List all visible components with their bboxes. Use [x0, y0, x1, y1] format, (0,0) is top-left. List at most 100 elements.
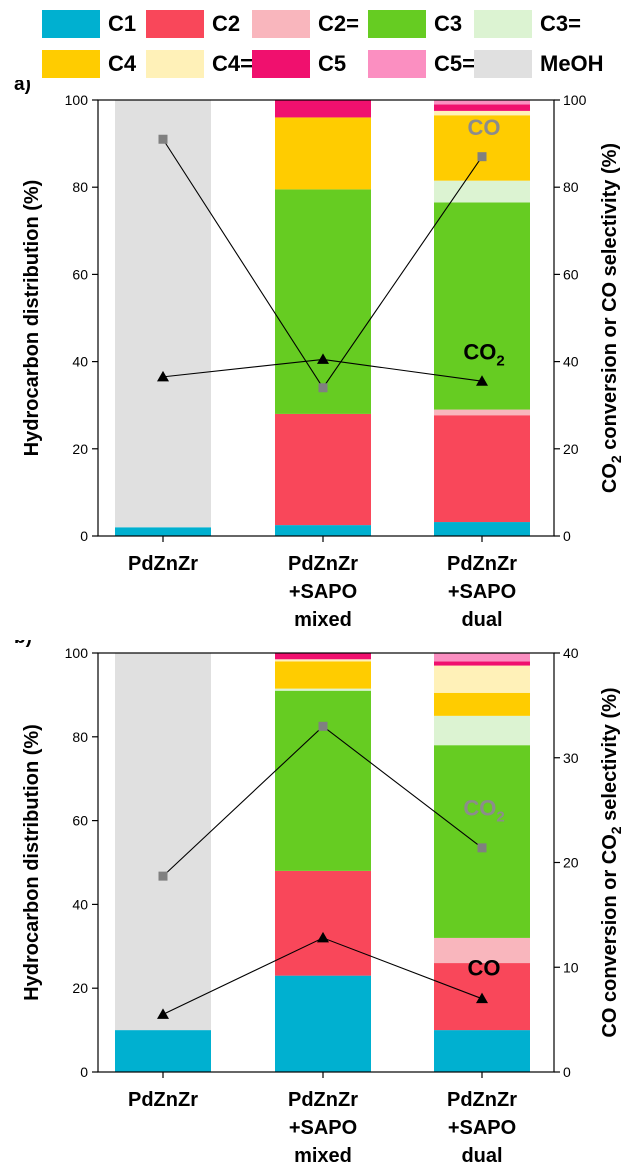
panel-b-xtick-label-2-line-1: PdZnZr	[288, 1089, 358, 1111]
panel-b-xtick-label-2-line-3: mixed	[294, 1145, 352, 1167]
panel-b-label: b)	[14, 640, 32, 648]
panel-b-bar-2-c1	[275, 975, 371, 1072]
panel-a-annotation-co: CO	[468, 115, 501, 140]
legend-swatch-c3	[368, 10, 426, 38]
panel-a-ytick-label-left-2: 40	[72, 354, 88, 370]
legend-item-c5-eq: C5=	[368, 50, 475, 78]
panel-b-bar-1-meoh	[115, 653, 211, 1031]
panel-b-xtick-label-3-line-2: +SAPO	[448, 1117, 516, 1139]
legend-swatch-c5	[252, 50, 310, 78]
panel-b-bar-3-c1	[434, 1030, 530, 1072]
panel-a-xtick-label-1-line-1: PdZnZr	[128, 553, 198, 575]
legend-item-c1: C1	[42, 10, 136, 38]
panel-b-point-co-2	[317, 931, 329, 943]
panel-a-ytick-label-left-5: 100	[65, 92, 89, 108]
panel-b-ytick-label-left-4: 80	[72, 729, 88, 745]
panel-a-xtick-label-3-line-3: dual	[461, 609, 502, 631]
panel-a-annotation-co2: CO2	[463, 339, 504, 369]
panel-a-ylabel-left: Hydrocarbon distribution (%)	[21, 180, 43, 457]
legend-swatch-c2	[146, 10, 204, 38]
legend-label-c5: C5	[318, 51, 347, 76]
panel-b-ytick-label-right-3: 30	[563, 750, 579, 766]
panel-a-bar-1-c1	[115, 527, 211, 536]
panel-b-ylabel-left: Hydrocarbon distribution (%)	[21, 724, 43, 1001]
panel-a-xtick-label-2-line-3: mixed	[294, 609, 352, 631]
panel-b-point-co-3	[476, 992, 488, 1004]
legend-swatch-c3-eq	[474, 10, 532, 38]
legend-item-c2: C2	[146, 10, 240, 38]
panel-a-bar-1-meoh	[115, 100, 211, 528]
panel-a-ytick-label-left-4: 80	[72, 179, 88, 195]
legend-label-c4-eq: C4=	[212, 51, 253, 76]
panel-b-bar-3-c3	[434, 745, 530, 938]
panel-b-bar-3-c4-eq	[434, 665, 530, 693]
panel-a-chart: a) 0 20 40 60 80 100 0 20 40 60 80 100 PdZnZr PdZnZr +S…	[14, 80, 624, 631]
legend-item-c4: C4	[42, 50, 136, 78]
panel-a-bar-2-c1	[275, 525, 371, 536]
panel-b-chart: b) 0 20 40 60 80 100 0 10 20 30 40 PdZnZr PdZnZr +SAPO…	[14, 640, 624, 1167]
panel-b-bar-3-c4	[434, 692, 530, 716]
panel-b-bar-2-c3-eq	[275, 688, 371, 691]
panel-b-ytick-label-right-0: 0	[563, 1064, 571, 1080]
panel-a-bar-3-c5-eq	[434, 100, 530, 105]
legend-label-c1: C1	[108, 11, 137, 36]
panel-a-ytick-label-right-3: 60	[563, 266, 579, 282]
legend-label-c2-eq: C2=	[318, 11, 359, 36]
panel-a-bar-2-c2	[275, 413, 371, 526]
legend-label-c4: C4	[108, 51, 137, 76]
legend-item-c3-eq: C3=	[474, 10, 581, 38]
panel-a-ytick-label-right-1: 20	[563, 441, 579, 457]
panel-a-ytick-label-left-1: 20	[72, 441, 88, 457]
legend-swatch-c4-eq	[146, 50, 204, 78]
panel-b-point-co2-1	[158, 871, 168, 881]
panel-b-bar-3-c5	[434, 661, 530, 666]
legend-label-c3-eq: C3=	[540, 11, 581, 36]
legend-item-c2-eq: C2=	[252, 10, 359, 38]
legend-label-c5-eq: C5=	[434, 51, 475, 76]
panel-a-bar-3-c4	[434, 115, 530, 181]
panel-a-bar-3-c5	[434, 104, 530, 111]
panel-b-xtick-label-3-line-3: dual	[461, 1145, 502, 1167]
panel-a-label: a)	[14, 80, 31, 95]
panel-a-ytick-label-right-4: 80	[563, 179, 579, 195]
panel-a-point-co2-3	[476, 375, 488, 386]
legend-swatch-c2-eq	[252, 10, 310, 38]
panel-a-xtick-label-2-line-1: PdZnZr	[288, 553, 358, 575]
panel-a-ytick-label-left-3: 60	[72, 266, 88, 282]
panel-b-point-co-1	[157, 1008, 169, 1019]
panel-b-xtick-label-2-line-2: +SAPO	[289, 1117, 357, 1139]
panel-b-ytick-label-left-2: 40	[72, 896, 88, 912]
panel-a-bar-3-c3-eq	[434, 180, 530, 203]
legend-swatch-c4	[42, 50, 100, 78]
legend-label-c3: C3	[434, 11, 463, 36]
panel-b-ylabel-right: CO conversion or CO2 selectivity (%)	[599, 687, 624, 1037]
panel-b-bar-3-c3-eq	[434, 715, 530, 746]
panel-b-bar-2-c4-eq	[275, 659, 371, 662]
panel-a-point-co-2	[318, 383, 328, 393]
panel-a-bar-2-c4	[275, 117, 371, 190]
panel-b-ytick-label-left-3: 60	[72, 813, 88, 829]
panel-a-bar-3-c1	[434, 522, 530, 536]
panel-a-bar-3-c2-eq	[434, 409, 530, 416]
panel-b-ytick-label-left-5: 100	[65, 645, 89, 661]
panel-a-ytick-label-right-0: 0	[563, 528, 571, 544]
panel-a-bar-2-c3	[275, 189, 371, 414]
panel-b-ytick-label-right-4: 40	[563, 645, 579, 661]
legend-item-meoh: MeOH	[474, 50, 604, 78]
legend-label-meoh: MeOH	[540, 51, 604, 76]
panel-b-bar-2-c3	[275, 690, 371, 871]
panel-b-bar-3-c5-eq	[434, 653, 530, 662]
panel-a-xtick-label-3-line-2: +SAPO	[448, 581, 516, 603]
panel-b-xtick-label-1-line-1: PdZnZr	[128, 1089, 198, 1111]
panel-b-ytick-label-left-0: 0	[80, 1064, 88, 1080]
chart-legend: C1 C2 C2= C3 C3= C4 C4= C5 C5= MeOH	[0, 0, 635, 80]
panel-b-bar-1-c1	[115, 1030, 211, 1072]
panel-a-bar-3-c4-eq	[434, 110, 530, 116]
panel-b-bar-2-c4	[275, 661, 371, 689]
legend-swatch-meoh	[474, 50, 532, 78]
panel-b-bar-2-c5	[275, 653, 371, 660]
panel-a-ytick-label-right-2: 40	[563, 354, 579, 370]
legend-item-c4-eq: C4=	[146, 50, 253, 78]
panel-a-point-co-1	[158, 134, 168, 144]
panel-a-bar-2-c5	[275, 100, 371, 118]
